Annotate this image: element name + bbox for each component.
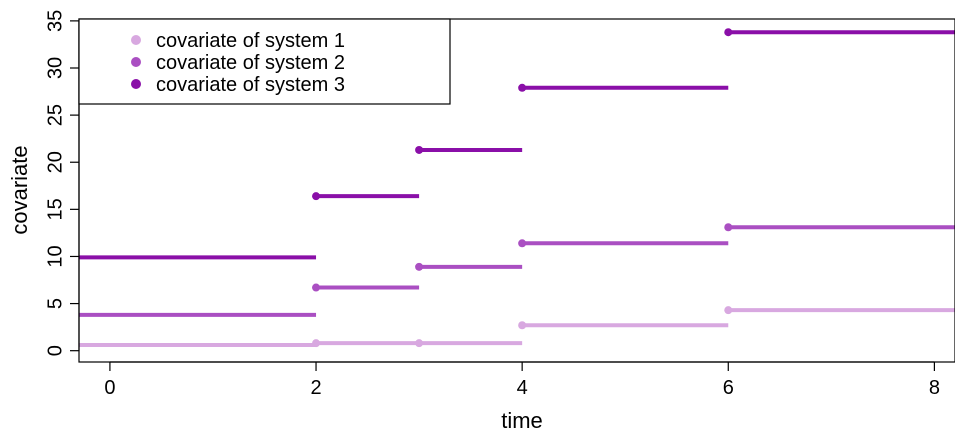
x-tick-label: 4	[517, 377, 528, 399]
series-3-point	[415, 145, 424, 154]
series-3-point	[312, 192, 321, 201]
series-2	[79, 223, 955, 317]
series-1-point	[312, 339, 321, 348]
y-tick-label: 15	[44, 198, 66, 220]
series-1-point	[724, 306, 733, 315]
series-2-point	[415, 262, 424, 271]
x-axis-label: time	[501, 408, 543, 432]
series-3	[79, 28, 955, 260]
series-2-point	[724, 223, 733, 232]
series-2-point	[312, 283, 321, 292]
y-tick-label: 10	[44, 245, 66, 267]
x-tick-label: 8	[929, 377, 940, 399]
legend-label-2: covariate of system 2	[156, 52, 345, 74]
series-3-point	[518, 83, 527, 92]
y-tick-label: 5	[44, 298, 66, 309]
x-tick-label: 0	[104, 377, 115, 399]
y-tick-label: 30	[44, 57, 66, 79]
y-tick-label: 25	[44, 104, 66, 126]
x-tick-label: 2	[310, 377, 321, 399]
legend-label-3: covariate of system 3	[156, 74, 345, 96]
legend-label-1: covariate of system 1	[156, 30, 345, 52]
legend-marker-3	[131, 79, 141, 89]
series-1-point	[518, 321, 527, 330]
x-tick-label: 6	[723, 377, 734, 399]
legend-marker-1	[131, 35, 141, 45]
series-1-point	[415, 339, 424, 348]
y-axis-label: covariate	[7, 145, 32, 234]
y-tick-label: 0	[44, 345, 66, 356]
series-2-point	[518, 239, 527, 248]
y-tick-label: 20	[44, 151, 66, 173]
legend-marker-2	[131, 57, 141, 67]
series-1	[79, 306, 955, 348]
y-tick-label: 35	[44, 10, 66, 32]
series-3-point	[724, 28, 733, 37]
